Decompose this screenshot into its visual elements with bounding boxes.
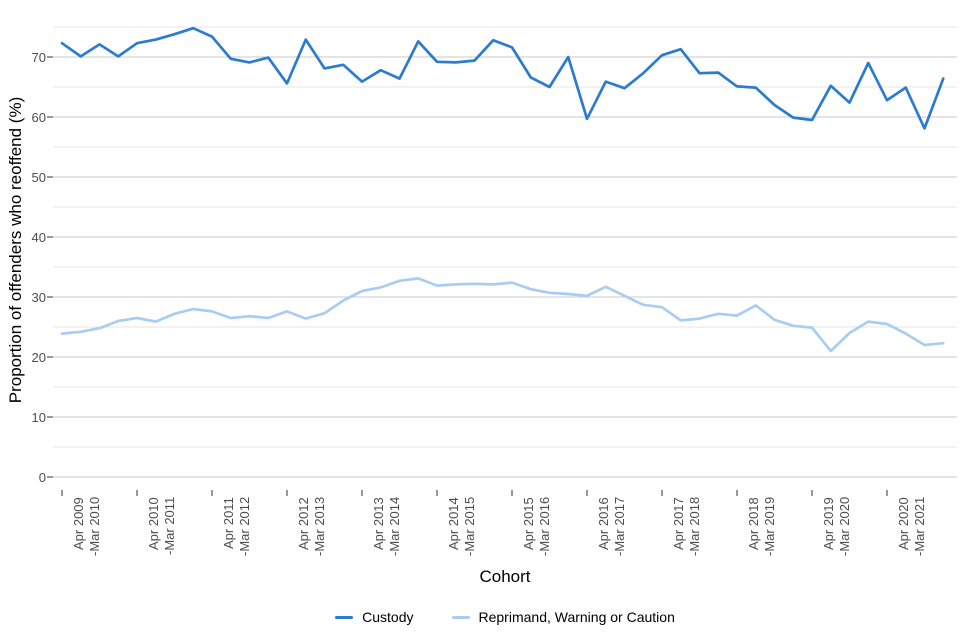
y-tick-label: 50 [31, 170, 46, 185]
y-tick-label: 30 [31, 290, 46, 305]
y-tick-label: 20 [31, 350, 46, 365]
x-tick-label: Apr 2016 -Mar 2017 [596, 497, 627, 557]
x-tick-label: Apr 2010 -Mar 2011 [146, 497, 177, 556]
y-tick-label: 60 [31, 110, 46, 125]
x-tick-label: Apr 2017 -Mar 2018 [671, 497, 702, 557]
x-tick-label: Apr 2019 -Mar 2020 [821, 497, 852, 557]
y-axis-title: Proportion of offenders who reoffend (%) [6, 96, 25, 404]
x-tick-label: Apr 2015 -Mar 2016 [521, 497, 552, 557]
x-axis-title: Cohort [479, 567, 531, 586]
series-line-custody [60, 26, 945, 130]
x-tick-label: Apr 2020 -Mar 2021 [896, 497, 927, 557]
y-tick-label: 40 [31, 230, 46, 245]
y-tick-label: 70 [31, 50, 46, 65]
x-tick-label: Apr 2013 -Mar 2014 [371, 497, 402, 557]
legend-swatch-custody [335, 615, 354, 619]
x-tick-label: Apr 2018 -Mar 2019 [746, 497, 777, 557]
x-tick-label: Apr 2011 -Mar 2012 [221, 497, 252, 557]
legend-item-custody: Custody [335, 609, 414, 625]
x-tick-label: Apr 2009 -Mar 2010 [71, 497, 102, 557]
x-tick-label: Apr 2014 -Mar 2015 [446, 497, 477, 557]
y-tick-label: 0 [38, 470, 46, 485]
legend-item-reprimand: Reprimand, Warning or Caution [451, 609, 675, 625]
legend-label-custody: Custody [362, 609, 414, 625]
legend: Custody Reprimand, Warning or Caution [53, 609, 957, 625]
x-tick-label: Apr 2012 -Mar 2013 [296, 497, 327, 557]
legend-swatch-reprimand [451, 615, 470, 619]
legend-label-reprimand: Reprimand, Warning or Caution [478, 609, 675, 625]
y-tick-label: 10 [31, 410, 46, 425]
series-line-reprimand-warning-or-caution [60, 277, 945, 353]
